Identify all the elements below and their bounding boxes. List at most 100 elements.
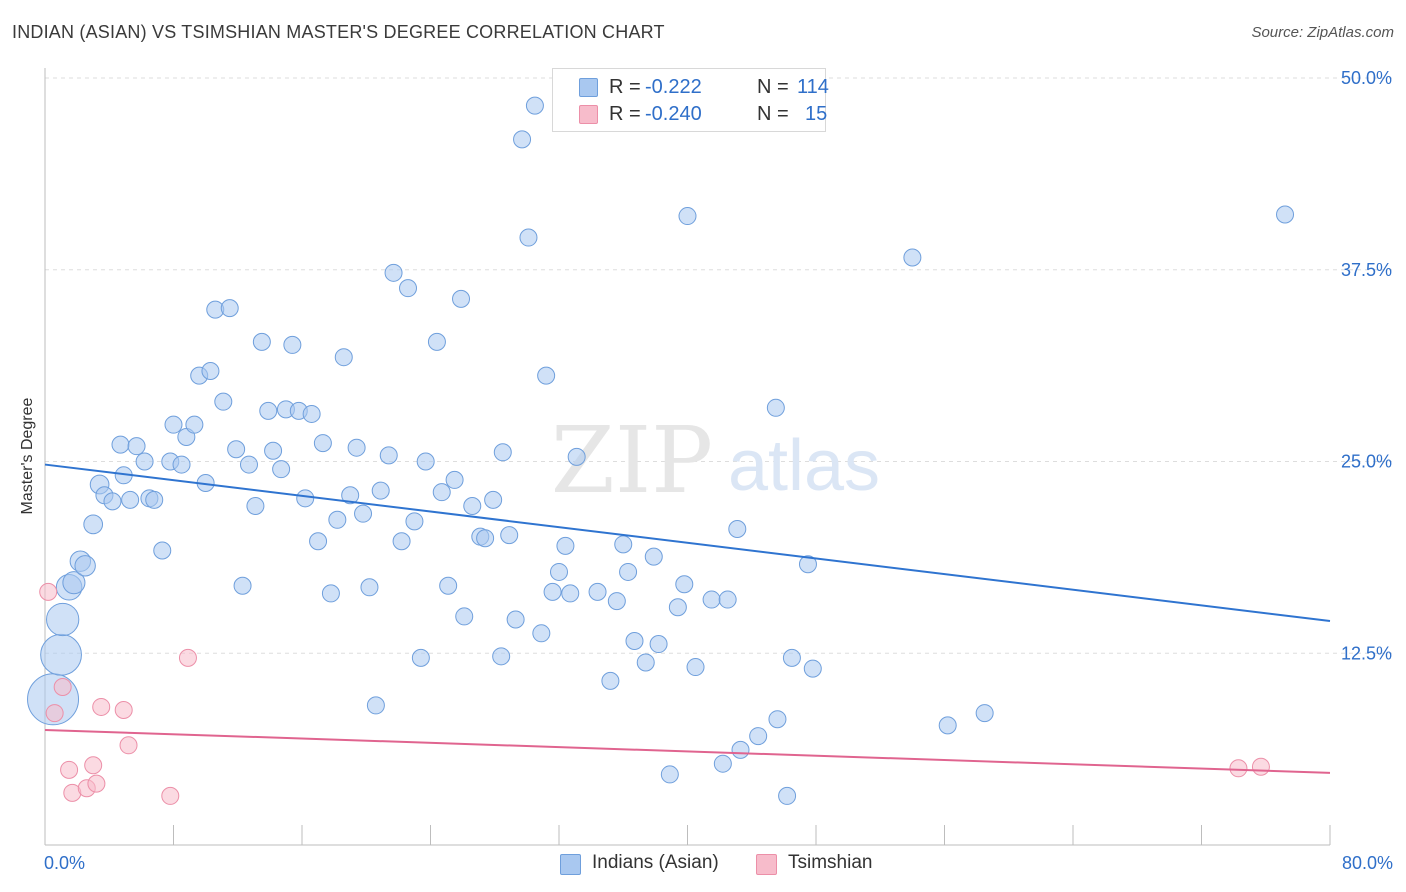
gridlines xyxy=(45,77,1392,654)
point-indians xyxy=(778,786,797,805)
point-indians xyxy=(272,460,291,479)
point-indians xyxy=(525,96,544,115)
bottom-legend-swatch-pink xyxy=(756,854,777,875)
point-indians xyxy=(252,332,271,351)
point-indians xyxy=(384,263,403,282)
point-tsimshian xyxy=(84,756,103,775)
point-tsimshian xyxy=(87,774,106,793)
point-indians xyxy=(938,716,957,735)
point-indians xyxy=(233,576,252,595)
point-indians xyxy=(766,398,785,417)
bottom-legend-label: Indians (Asian) xyxy=(592,852,719,873)
legend-n-label: N = xyxy=(757,103,789,125)
point-indians xyxy=(644,547,663,566)
point-indians xyxy=(334,348,353,367)
point-indians xyxy=(411,648,430,667)
point-indians xyxy=(782,648,801,667)
legend-r-value: -0.222 xyxy=(645,76,702,98)
point-indians xyxy=(201,361,220,380)
trend-line-tsimshian xyxy=(44,728,1331,774)
point-tsimshian xyxy=(161,786,180,805)
point-indians xyxy=(513,130,532,149)
y-tick-labels: 12.5% 25.0% 37.5% 50.0% xyxy=(1341,68,1392,663)
point-indians xyxy=(675,575,694,594)
point-indians xyxy=(588,582,607,601)
point-indians xyxy=(83,514,104,535)
point-indians xyxy=(506,610,525,629)
point-indians xyxy=(614,535,633,554)
point-indians xyxy=(903,248,922,267)
point-indians xyxy=(214,392,233,411)
point-indians xyxy=(731,740,750,759)
point-indians xyxy=(484,490,503,509)
point-indians xyxy=(103,492,122,511)
point-indians xyxy=(185,415,204,434)
point-indians xyxy=(660,765,679,784)
point-tsimshian xyxy=(45,704,64,723)
point-tsimshian xyxy=(92,697,111,716)
point-indians xyxy=(354,504,373,523)
point-indians xyxy=(768,710,787,729)
point-tsimshian xyxy=(1251,757,1270,776)
watermark-atlas: atlas xyxy=(728,426,880,506)
point-indians xyxy=(347,438,366,457)
point-indians xyxy=(399,279,418,298)
point-indians xyxy=(127,437,146,456)
point-indians xyxy=(145,490,164,509)
y-tick-label: 37.5% xyxy=(1341,260,1392,280)
legend-r-label: R = xyxy=(609,103,641,125)
point-indians xyxy=(718,590,737,609)
point-tsimshian xyxy=(114,701,133,720)
point-indians xyxy=(476,529,495,548)
point-indians xyxy=(445,470,464,489)
point-indians xyxy=(492,647,511,666)
point-tsimshian xyxy=(53,677,72,696)
point-indians xyxy=(493,443,512,462)
point-indians xyxy=(636,653,655,672)
chart-title: INDIAN (ASIAN) VS TSIMSHIAN MASTER'S DEG… xyxy=(12,22,665,42)
correlation-legend: R = -0.222 N = 114 R = -0.240 N = 15 xyxy=(552,68,829,132)
point-indians xyxy=(405,512,424,531)
point-indians xyxy=(111,435,130,454)
point-indians xyxy=(283,335,302,354)
point-indians xyxy=(625,631,644,650)
point-indians xyxy=(328,510,347,529)
point-indians xyxy=(164,415,183,434)
point-indians xyxy=(537,366,556,385)
point-tsimshian xyxy=(1229,759,1248,778)
point-indians xyxy=(607,592,626,611)
point-indians xyxy=(550,562,568,581)
point-indians xyxy=(678,207,697,226)
point-indians xyxy=(360,578,379,597)
point-tsimshian xyxy=(178,648,197,667)
y-tick-label: 12.5% xyxy=(1341,643,1392,663)
legend-swatch-blue xyxy=(579,78,598,97)
point-indians xyxy=(264,441,283,460)
point-indians xyxy=(427,332,446,351)
point-indians xyxy=(40,633,82,676)
point-tsimshian xyxy=(39,582,58,601)
x-tick-label-min: 0.0% xyxy=(44,853,85,873)
series-tsimshian-points xyxy=(39,582,1270,805)
point-indians xyxy=(702,590,721,609)
point-indians xyxy=(74,555,96,577)
point-indians xyxy=(556,536,575,555)
point-indians xyxy=(728,519,747,538)
point-indians xyxy=(392,532,411,551)
y-axis-label: Master's Degree xyxy=(19,397,36,515)
bottom-legend-swatch-blue xyxy=(560,854,581,875)
point-indians xyxy=(601,671,620,690)
point-indians xyxy=(227,440,246,459)
point-indians xyxy=(366,696,385,715)
point-indians xyxy=(259,401,278,420)
point-indians xyxy=(341,486,360,505)
legend-n-value: 15 xyxy=(805,103,828,125)
point-indians xyxy=(543,582,562,601)
bottom-legend-label: Tsimshian xyxy=(788,852,873,873)
y-tick-label: 50.0% xyxy=(1341,68,1392,88)
watermark: ZIP atlas xyxy=(551,407,880,514)
point-indians xyxy=(619,562,638,581)
point-indians xyxy=(561,584,580,603)
point-indians xyxy=(798,555,817,574)
